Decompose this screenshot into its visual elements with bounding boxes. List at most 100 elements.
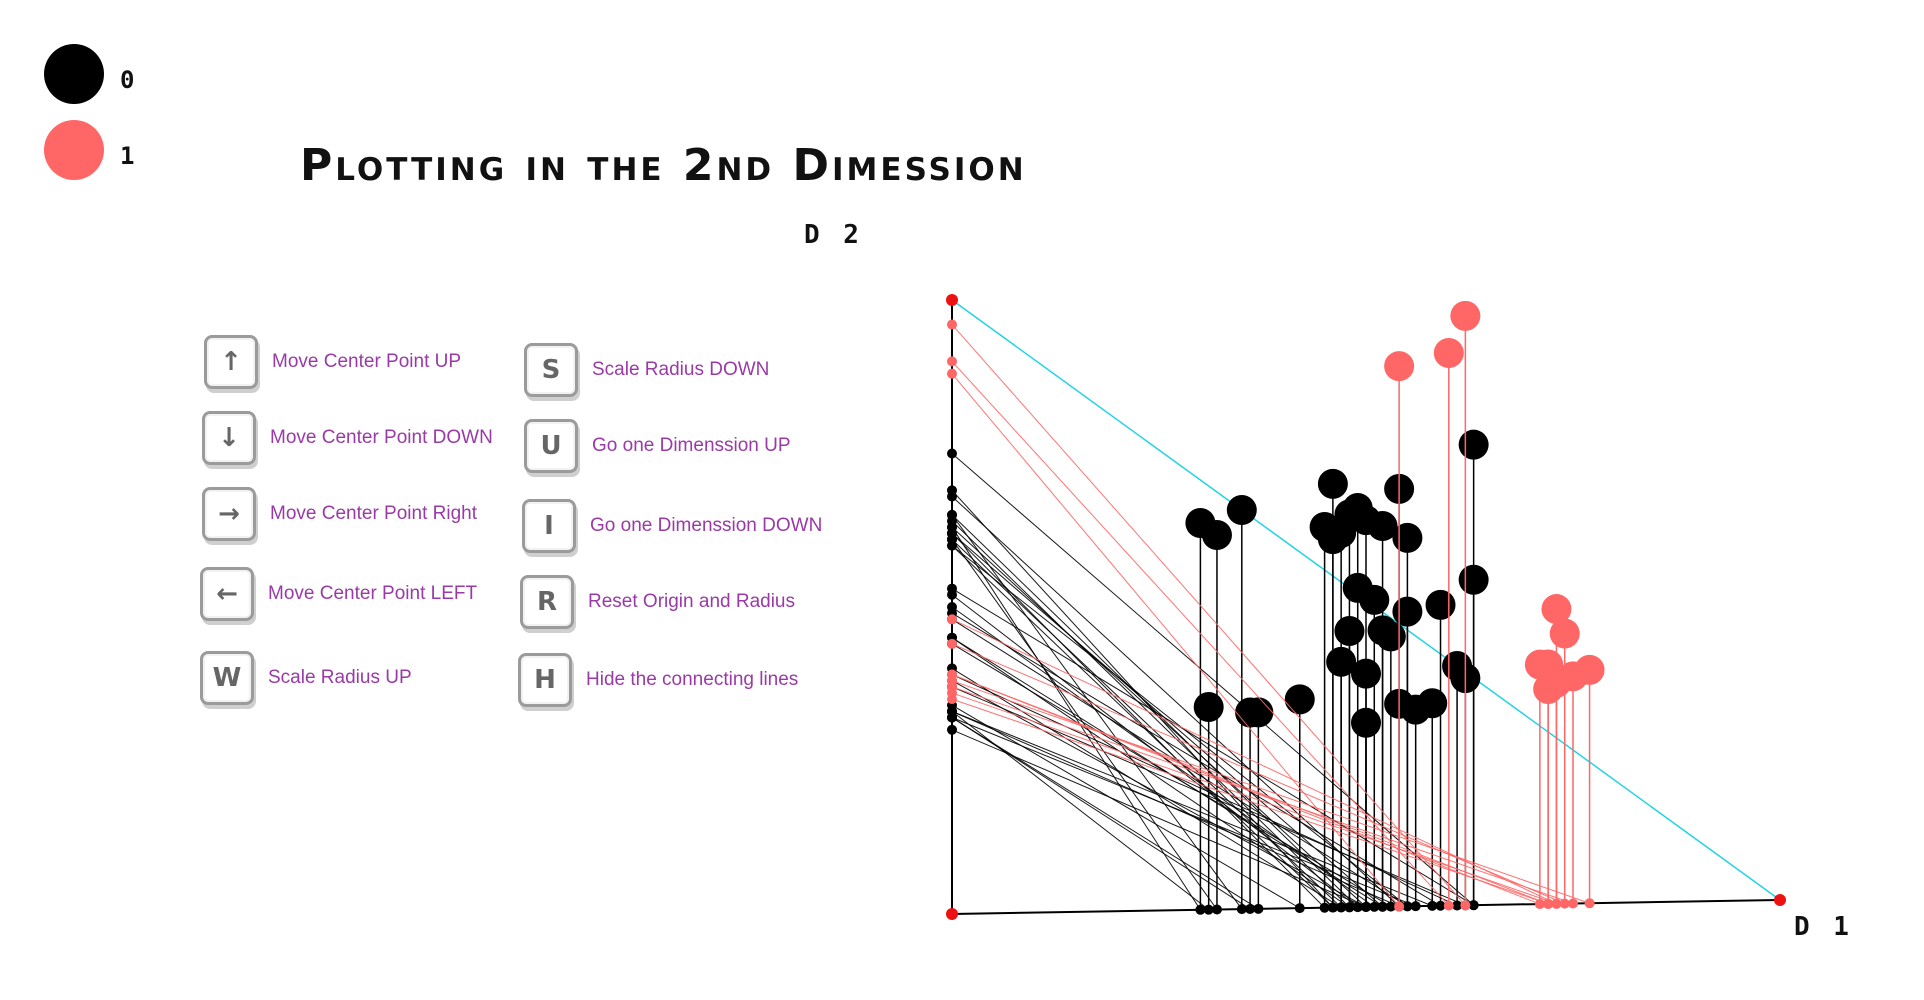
x-projection-point [1410,901,1421,912]
control-label: Reset Origin and Radius [588,591,795,612]
i-key-icon: I [522,499,576,553]
x-projection-point [1584,898,1595,909]
control-label: Move Center Point DOWN [270,427,493,448]
page-title: Plotting in the 2nd Dimession [300,140,1027,191]
control-move-left: ← Move Center Point LEFT [200,564,477,624]
data-point [1367,511,1398,542]
y-projection-point [947,675,957,686]
data-point [1317,468,1348,499]
x-projection-point [1245,903,1256,914]
connecting-line [951,667,1342,908]
x-projection-point [1468,900,1479,911]
y-projection-point [947,706,957,717]
control-label: Scale Radius DOWN [592,359,770,380]
x-projection-point [1319,902,1330,913]
control-scale-up: W Scale Radius UP [200,648,412,708]
arrow-left-icon: ← [200,567,254,621]
connecting-line [951,496,1400,907]
control-label: Hide the connecting lines [586,669,799,690]
connecting-line [951,618,1557,905]
data-point [1458,429,1489,460]
arrow-right-icon: → [202,487,256,541]
data-point [1433,338,1464,368]
data-point [1342,493,1373,524]
y-projection-point [947,448,957,459]
legend-label: 0 [120,66,135,94]
h-key-icon: H [518,653,572,707]
x-projection-point [1336,902,1347,913]
control-label: Scale Radius UP [268,667,412,688]
x-projection-point [1551,898,1562,909]
y-projection-point [947,614,957,625]
arrow-down-icon: ↓ [202,411,256,465]
connecting-line [951,680,1590,904]
control-scale-down: S Scale Radius DOWN [524,340,769,400]
data-point [1549,618,1580,649]
data-point [1392,596,1423,627]
connecting-line [951,324,1466,906]
x-projection-point [1394,901,1405,912]
connecting-line [951,612,1441,907]
u-key-icon: U [524,419,578,473]
x-projection-point [1427,900,1438,911]
connecting-line [951,717,1251,910]
control-label: Move Center Point Right [270,503,477,524]
control-label: Move Center Point LEFT [268,583,478,604]
control-label: Go one Dimenssion UP [592,435,791,456]
x-projection-point [1568,898,1578,909]
control-move-right: → Move Center Point Right [202,484,477,544]
control-label: Go one Dimenssion DOWN [590,515,823,536]
y-projection-point [947,368,957,379]
connecting-line [951,710,1400,907]
x-projection-point [1435,900,1446,911]
connecting-line [951,545,1334,908]
y-axis-label: D 2 [804,220,863,250]
s-key-icon: S [524,343,578,397]
x-projection-point [1211,904,1222,915]
control-hide-lines: H Hide the connecting lines [518,650,798,710]
x-projection-point [1377,901,1388,912]
connecting-line [951,532,1325,909]
control-move-down: ↓ Move Center Point DOWN [202,408,493,468]
connecting-line [951,520,1350,908]
legend-label: 1 [120,142,135,170]
y-projection-point [947,319,957,330]
data-point [1417,688,1448,719]
data-point [1533,674,1564,705]
data-point [1541,594,1572,625]
connecting-line [951,514,1243,910]
y-projection-point [947,485,957,496]
connecting-line [951,643,1565,905]
w-key-icon: W [200,651,254,705]
x-projection-point [1369,901,1380,912]
data-point [1201,519,1232,550]
connecting-line [951,704,1301,909]
connecting-line [951,532,1383,908]
y-projection-point [947,724,957,735]
control-reset: R Reset Origin and Radius [520,572,795,632]
x-projection-point [1203,904,1214,915]
data-point [1574,654,1605,685]
data-point [1359,584,1390,615]
data-point [1425,589,1456,620]
data-point [1533,649,1564,680]
data-point [1384,351,1415,382]
y-projection-point [947,509,957,520]
connecting-line [951,717,1416,907]
data-point [1392,522,1423,553]
control-move-up: ↑ Move Center Point UP [204,332,461,392]
x-axis-label: D 1 [1794,912,1853,942]
legend-swatch-red [44,120,104,180]
connecting-line [951,539,1218,910]
connecting-line [951,710,1433,907]
connecting-line [951,680,1367,908]
connecting-line [951,698,1549,905]
control-label: Move Center Point UP [272,351,462,372]
connecting-line [951,686,1574,904]
data-point [1450,300,1481,331]
legend-swatch-black [44,44,104,104]
x-projection-point [1443,900,1454,911]
x-projection-point [1460,900,1471,911]
data-point [1334,615,1365,646]
